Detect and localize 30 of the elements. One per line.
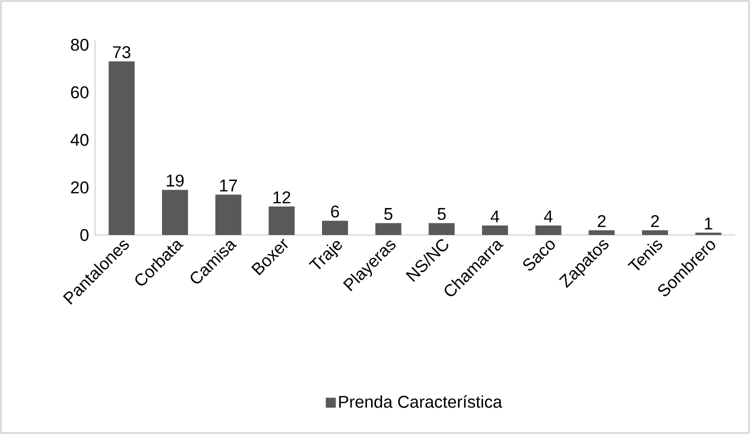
bar: [535, 225, 562, 235]
y-tick-label: 80: [70, 38, 88, 51]
y-tick-label: 60: [71, 86, 88, 98]
data-label: 2: [598, 215, 606, 228]
x-tick-label: Traje: [308, 241, 342, 270]
data-label: 2: [651, 215, 659, 228]
bar: [428, 223, 455, 235]
bar: [642, 230, 668, 235]
data-label: 4: [544, 210, 553, 222]
data-label: 5: [438, 208, 446, 220]
data-label: 73: [113, 46, 130, 58]
data-label: 4: [490, 210, 500, 222]
bar: [215, 194, 242, 235]
bar: [162, 190, 188, 235]
data-label: 19: [166, 174, 184, 187]
data-label: 6: [331, 205, 339, 218]
bar: [588, 230, 615, 235]
bar: [322, 220, 348, 235]
bar: [375, 223, 402, 235]
data-label: 1: [704, 218, 712, 230]
bar: [482, 225, 508, 235]
bar: [108, 61, 135, 235]
data-label: 12: [274, 191, 290, 204]
y-tick-label: 0: [80, 228, 88, 242]
bar: [268, 206, 295, 235]
y-tick-label: 40: [70, 134, 88, 146]
data-label: 17: [220, 180, 237, 192]
y-tick-label: 20: [71, 181, 88, 194]
data-label: 5: [384, 208, 392, 220]
legend-label: Prenda Característica: [339, 395, 502, 408]
